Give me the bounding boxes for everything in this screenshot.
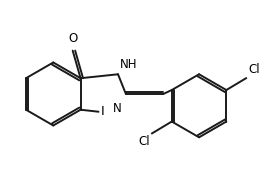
Text: O: O [68, 32, 77, 45]
Text: N: N [113, 102, 122, 115]
Text: NH: NH [120, 58, 138, 71]
Text: Cl: Cl [248, 63, 260, 76]
Text: I: I [100, 105, 104, 118]
Text: Cl: Cl [138, 135, 150, 148]
